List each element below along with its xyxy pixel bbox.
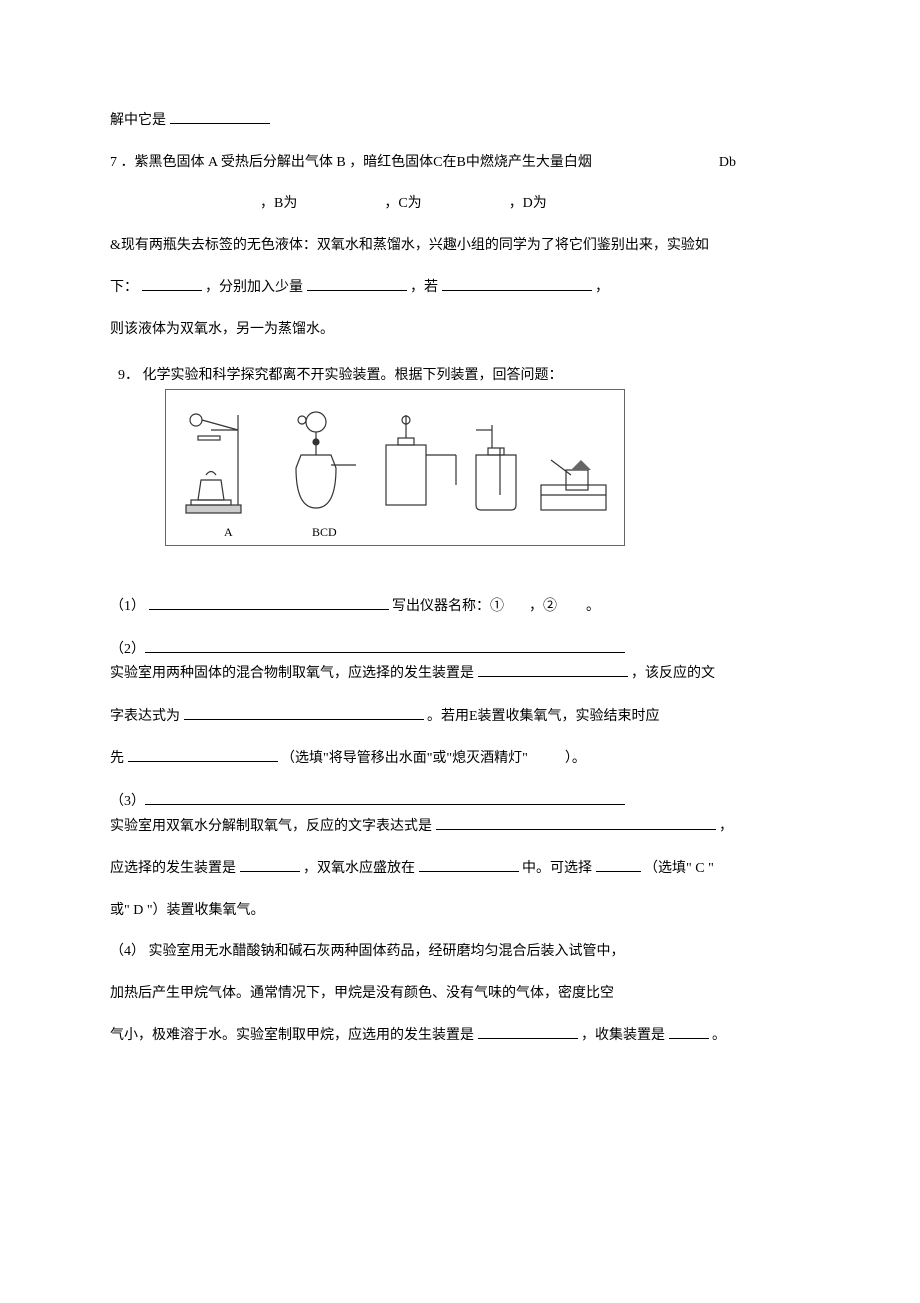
p4-t1: 实验室用无水醋酸钠和碱石灰两种固体药品，经研磨均匀混合后装入试管中， [149,944,625,959]
q9-p3-num: （3） [110,791,810,812]
q8-text3: 则该液体为双氧水，另一为蒸馏水。 [110,322,334,337]
q7-A: A [208,155,217,170]
blank [669,1025,709,1039]
q6-text: 解中它是 [110,113,166,128]
p3-t4: 中。可选择 [522,861,592,876]
p2-t6: （选填"将导管移出水面"或"熄灭酒精灯" [281,751,528,766]
q8-line1: &现有两瓶失去标签的无色液体：双氧水和蒸馏水，兴趣小组的同学为了将它们鉴别出来，… [110,236,810,256]
p4-t3c: 。 [712,1028,726,1043]
q8-amp: & [110,238,121,253]
q7-text-a: ．紫黑色固体 [121,155,205,170]
q8-t2d: ， [595,280,609,295]
blank [240,858,300,872]
p1-text: 写出仪器名称：① [392,599,504,614]
p4-t3b: ，收集装置是 [581,1028,665,1043]
p1-end: 。 [586,599,600,614]
apparatus-diagram: A BCD [165,389,625,546]
blank [596,858,641,872]
q6-tail: 解中它是 [110,110,810,131]
blank [478,1025,578,1039]
q7-num: 7 [110,155,117,170]
p1-num: （1） [110,599,145,614]
blank [478,663,628,677]
p3-C: C [695,861,704,876]
p4-t2: 加热后产生甲烷气体。通常情况下，甲烷是没有颜色、没有气味的气体，密度比空 [110,986,614,1001]
q9-p4-l3: 气小，极难溶于水。实验室制取甲烷，应选用的发生装置是 ，收集装置是 。 [110,1025,810,1046]
p2-t2: ，该反应的文 [631,666,715,681]
p3-t7: "）装置收集氧气。 [147,903,265,918]
q9-title: ． 化学实验和科学探究都离不开实验装置。根据下列装置，回答问题： [125,368,563,383]
blank [145,791,625,805]
blank [436,816,716,830]
p3-t6: 或" [110,903,130,918]
p3-t1e: ， [719,819,733,834]
q9-title-row: 9． 化学实验和科学探究都离不开实验装置。根据下列装置，回答问题： [110,362,810,390]
q8-line3: 则该液体为双氧水，另一为蒸馏水。 [110,320,810,340]
p2-t1: 实验室用两种固体的混合物制取氧气，应选择的发生装置是 [110,666,474,681]
q9-p1: （1） 写出仪器名称：① ，② 。 [110,596,810,617]
q8-t2c: ，若 [410,280,438,295]
q8-t2a: 下： [110,280,138,295]
blank [145,639,625,653]
p3-t2: 应选择的发生装置是 [110,861,236,876]
p3-t1: 实验室用双氧水分解制取氧气，反应的文字表达式是 [110,819,432,834]
label-BCD: BCD [312,525,337,539]
p3-D: D [133,903,143,918]
p2-t4: 。若用E装置收集氧气，实验结束时应 [427,709,660,724]
q7-l2-d: ，D为 [509,196,547,211]
q9-p2-num: （2） [110,639,810,660]
q7-B: B [336,155,345,170]
blank [149,596,389,610]
q8-text1: 现有两瓶失去标签的无色液体：双氧水和蒸馏水，兴趣小组的同学为了将它们鉴别出来，实… [121,238,709,253]
q8-t2b: ，分别加入少量 [205,280,303,295]
diagram-labels: A BCD [176,524,614,541]
q9-p2-l3: 先 （选填"将导管移出水面"或"熄灭酒精灯" ）。 [110,748,810,769]
blank [128,748,278,762]
apparatus-svg [176,400,616,520]
q7-l2-c: ，C为 [384,196,421,211]
blank [184,706,424,720]
p2-t3: 字表达式为 [110,709,180,724]
q7-line2: ，B为 ，C为 ，D为 [110,194,810,214]
p2-t5: 先 [110,751,124,766]
q9-p3-l2: 应选择的发生装置是 ，双氧水应盛放在 中。可选择 （选填" C " [110,858,810,879]
label-A: A [224,524,309,541]
blank [419,858,519,872]
blank [142,277,202,291]
q7-text-c: ，暗红色固体C在B中燃烧产生大量白烟 [349,155,592,170]
q9-p4-l1: （4） 实验室用无水醋酸钠和碱石灰两种固体药品，经研磨均匀混合后装入试管中， [110,942,810,962]
p3-t5b: " [708,861,714,876]
blank [170,110,270,124]
q9-p4-l2: 加热后产生甲烷气体。通常情况下，甲烷是没有颜色、没有气味的气体，密度比空 [110,984,810,1004]
q8-line2: 下： ，分别加入少量 ，若 ， [110,277,810,298]
q7-line1: 7 ．紫黑色固体 A 受热后分解出气体 B ，暗红色固体C在B中燃烧产生大量白烟… [110,153,810,173]
blank [442,277,592,291]
q9-num: 9 [118,368,125,383]
p1-sep: ，② [529,599,557,614]
p3-num: （3） [110,794,145,809]
q7-l2-b: ，B为 [260,196,297,211]
q9-p3-l3: 或" D "）装置收集氧气。 [110,901,810,921]
q9-p2-l1: 实验室用两种固体的混合物制取氧气，应选择的发生装置是 ，该反应的文 [110,663,810,684]
p2-t7: ）。 [565,751,586,766]
p4-t3a: 气小，极难溶于水。实验室制取甲烷，应选用的发生装置是 [110,1028,474,1043]
p3-t3: ，双氧水应盛放在 [303,861,415,876]
blank [307,277,407,291]
q7-text-b: 受热后分解出气体 [221,155,333,170]
q7-right: Db [719,155,736,170]
p3-t5: （选填" [644,861,692,876]
q9-p3-l1: 实验室用双氧水分解制取氧气，反应的文字表达式是 ， [110,816,810,837]
q9-p2-l2: 字表达式为 。若用E装置收集氧气，实验结束时应 [110,706,810,727]
p4-num: （4） [110,944,145,959]
p2-num: （2） [110,642,145,657]
